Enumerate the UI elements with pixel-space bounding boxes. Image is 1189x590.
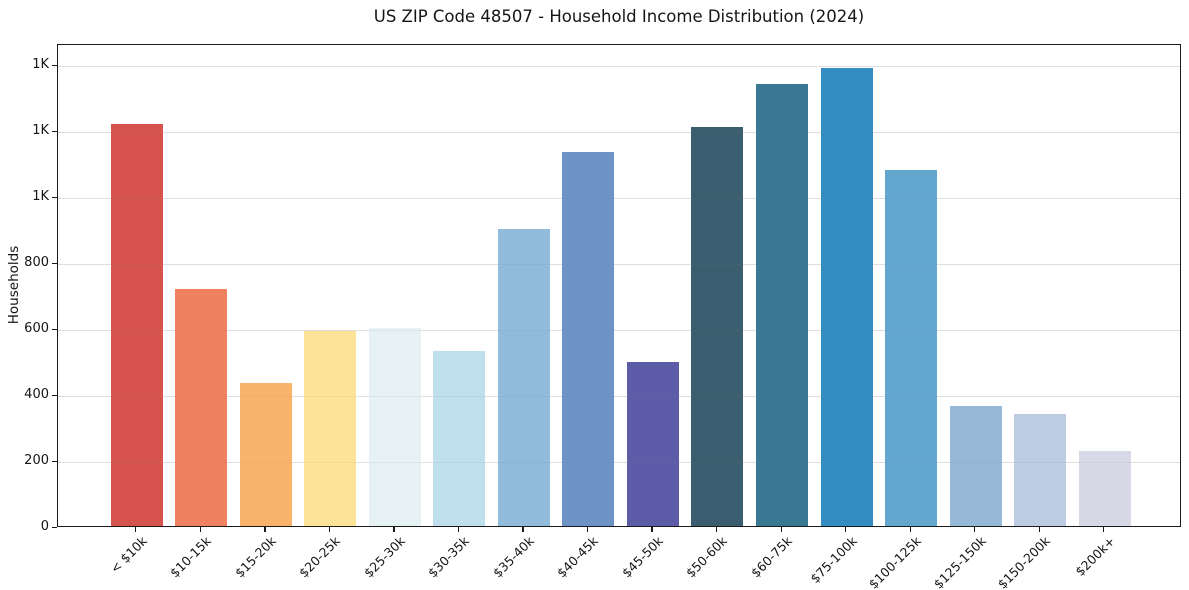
y-tick-label: 200 [24, 453, 49, 469]
x-tick-mark [974, 527, 976, 532]
x-tick-mark [1103, 527, 1105, 532]
y-tick-label: 600 [24, 321, 49, 337]
bar-15 [1078, 450, 1131, 526]
gridline-overlay [58, 65, 1180, 67]
y-tick-label: 1K [32, 57, 49, 73]
x-tick-label: $45-50k [618, 533, 666, 581]
x-tick-label: $10-15k [167, 533, 215, 581]
x-tick-mark [264, 527, 266, 532]
gridline [58, 197, 1180, 199]
bar-1 [175, 288, 228, 526]
bar-3 [304, 331, 357, 526]
bar-4 [368, 328, 421, 526]
y-tick-label: 400 [24, 387, 49, 403]
gridline-overlay [58, 329, 1180, 331]
bar-9 [691, 127, 744, 526]
bar-0 [110, 123, 163, 526]
bar-5 [433, 351, 486, 526]
y-tick-mark [52, 196, 57, 199]
bar-6 [497, 229, 550, 526]
y-tick-mark [52, 394, 57, 396]
y-tick-label: 1K [32, 189, 49, 205]
x-tick-label: $35-40k [489, 533, 537, 581]
bar-10 [756, 84, 808, 526]
gridline [58, 329, 1180, 331]
y-tick-mark [52, 526, 57, 528]
x-tick-label: $15-20k [231, 533, 279, 581]
bar-7 [562, 151, 615, 526]
plot-area [57, 44, 1181, 527]
x-tick-label: $30-35k [425, 533, 473, 581]
x-tick-mark [1038, 527, 1040, 532]
x-tick-mark [715, 527, 718, 532]
y-tick-mark [52, 64, 57, 67]
y-tick-label: 0 [40, 519, 49, 534]
x-tick-label: $200k+ [1071, 533, 1118, 579]
y-tick-mark [52, 460, 57, 462]
bar-11 [820, 67, 873, 526]
gridline-overlay [58, 263, 1180, 265]
x-tick-label: $50-60k [683, 533, 731, 581]
x-tick-label: $150-200k [994, 533, 1054, 590]
x-tick-mark [845, 527, 847, 532]
x-tick-mark [780, 527, 782, 532]
x-tick-mark [457, 527, 460, 532]
x-tick-mark [651, 527, 653, 532]
y-tick-label: 1K [32, 123, 49, 139]
x-tick-mark [199, 527, 202, 532]
gridline-overlay [58, 461, 1180, 463]
gridline-overlay [58, 395, 1180, 397]
bar-8 [626, 362, 679, 526]
gridline [58, 131, 1180, 133]
gridline [58, 461, 1180, 463]
x-tick-mark [393, 527, 395, 532]
chart-title: US ZIP Code 48507 - Household Income Dis… [373, 7, 865, 26]
y-tick-mark [52, 130, 57, 133]
x-tick-label: $75-100k [806, 533, 860, 586]
x-tick-mark [586, 527, 589, 532]
gridline [58, 395, 1180, 397]
x-tick-label: < $10k [106, 533, 150, 577]
gridline-overlay [58, 197, 1180, 199]
x-tick-label: $40-45k [554, 533, 602, 581]
x-tick-label: $100-125k [865, 533, 924, 590]
y-tick-label: 800 [24, 255, 49, 271]
bar-2 [239, 382, 292, 526]
y-tick-mark [52, 262, 57, 265]
x-tick-mark [909, 527, 911, 532]
x-tick-label: $20-25k [296, 533, 344, 581]
gridline-overlay [58, 131, 1180, 133]
y-tick-mark [52, 328, 57, 330]
x-tick-mark [522, 527, 524, 532]
bar-13 [949, 405, 1002, 526]
x-tick-mark [135, 527, 137, 532]
x-tick-label: $125-150k [930, 533, 989, 590]
x-tick-mark [328, 527, 331, 532]
gridline [58, 263, 1180, 265]
x-tick-label: $25-30k [360, 533, 408, 581]
gridline [58, 65, 1180, 67]
bar-12 [885, 169, 938, 526]
bar-14 [1014, 413, 1067, 526]
x-tick-label: $60-75k [747, 533, 795, 581]
